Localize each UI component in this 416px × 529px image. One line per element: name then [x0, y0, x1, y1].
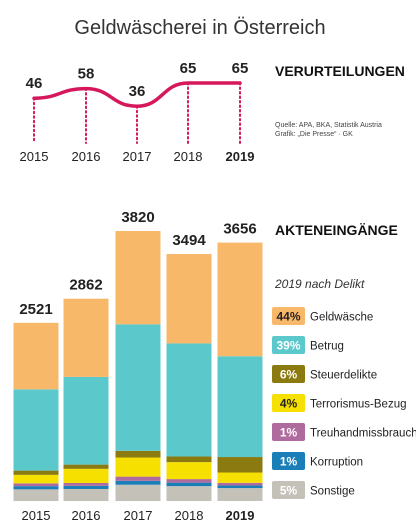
legend-swatch-betrug	[272, 336, 305, 354]
bar-segment-2018-treuhandmissbrauch	[166, 479, 212, 483]
bar-segment-2016-betrug	[63, 376, 109, 465]
legend-label-treuhandmissbrauch: Treuhandmissbrauch	[310, 428, 416, 440]
legend-percent-betrug: 39%	[276, 339, 300, 353]
line-series-convictions	[32, 81, 242, 108]
bar-segment-2017-treuhandmissbrauch	[115, 476, 161, 481]
legend-percent-geldw-sche: 44%	[276, 310, 300, 324]
bar-segment-2016-geldw-sche	[63, 298, 109, 377]
bar-segment-2018-terrorismus-bezug	[166, 462, 212, 480]
legend-swatch-geldw-sche	[272, 307, 305, 325]
line-value-label-2016: 58	[78, 66, 95, 83]
line-chart-heading: VERURTEILUNGEN	[275, 63, 405, 79]
bar-segment-2017-korruption	[115, 480, 161, 485]
legend-percent-korruption: 1%	[280, 455, 298, 469]
legend-percent-terrorismus-bezug: 4%	[280, 397, 298, 411]
bar-total-label-2019: 3656	[223, 221, 256, 238]
bar-segment-2015-korruption	[13, 486, 59, 490]
bar-x-tick-2018: 2018	[175, 508, 204, 523]
source-line-1: Quelle: APA, BKA, Statistik Austria	[275, 122, 382, 129]
legend-swatch-terrorismus-bezug	[272, 394, 305, 412]
bar-segment-2018-steuerdelikte	[166, 456, 212, 463]
bar-segment-2018-geldw-sche	[166, 254, 212, 344]
bar-segment-2016-treuhandmissbrauch	[63, 482, 109, 486]
bar-chart-heading: AKTENEINGÄNGE	[275, 222, 398, 238]
legend-label-korruption: Korruption	[310, 457, 363, 469]
bar-segment-2018-sonstige	[166, 486, 212, 501]
bar-segment-2015-terrorismus-bezug	[13, 474, 59, 484]
bar-x-tick-2016: 2016	[72, 508, 101, 523]
line-chart-convictions: 46 2015 58 2016 36 2017 65 2018 65 2019	[20, 60, 255, 164]
bar-segment-2015-treuhandmissbrauch	[13, 483, 59, 487]
line-x-tick-2016: 2016	[72, 149, 101, 164]
bar-segment-2019-geldw-sche	[217, 242, 263, 357]
line-x-tick-2018: 2018	[174, 149, 203, 164]
bar-segment-2016-steuerdelikte	[63, 464, 109, 469]
bar-x-tick-2019: 2019	[226, 508, 255, 523]
bar-x-tick-2015: 2015	[22, 508, 51, 523]
bar-segment-2019-terrorismus-bezug	[217, 472, 263, 483]
bar-segment-2019-treuhandmissbrauch	[217, 482, 263, 486]
bar-segment-2017-sonstige	[115, 484, 161, 501]
bar-segment-2017-terrorismus-bezug	[115, 457, 161, 477]
legend-swatch-sonstige	[272, 481, 305, 499]
line-value-label-2015: 46	[26, 75, 43, 92]
bar-segment-2019-betrug	[217, 356, 263, 458]
bar-segment-2019-sonstige	[217, 488, 263, 501]
legend-label-steuerdelikte: Steuerdelikte	[310, 370, 377, 382]
legend-title: 2019 nach Delikt	[274, 277, 365, 291]
bar-total-label-2018: 3494	[172, 232, 206, 249]
bar-segment-2019-korruption	[217, 485, 263, 489]
legend-percent-sonstige: 5%	[280, 484, 298, 498]
line-x-tick-2015: 2015	[20, 149, 49, 164]
legend-label-betrug: Betrug	[310, 341, 344, 353]
legend-percent-steuerdelikte: 6%	[280, 368, 298, 382]
legend-label-terrorismus-bezug: Terrorismus-Bezug	[310, 399, 407, 411]
line-x-tick-2019: 2019	[226, 149, 255, 164]
line-value-label-2018: 65	[180, 60, 197, 77]
bar-segment-2017-geldw-sche	[115, 231, 161, 325]
bar-segment-2015-geldw-sche	[13, 322, 59, 390]
bar-segment-2015-steuerdelikte	[13, 470, 59, 475]
legend-label-geldw-sche: Geldwäsche	[310, 312, 373, 324]
line-value-label-2017: 36	[129, 83, 146, 100]
legend-swatch-korruption	[272, 452, 305, 470]
bar-segment-2016-korruption	[63, 485, 109, 489]
bar-segment-2019-steuerdelikte	[217, 457, 263, 473]
bar-total-label-2015: 2521	[19, 301, 52, 318]
bar-segment-2017-steuerdelikte	[115, 450, 161, 458]
bar-segment-2017-betrug	[115, 324, 161, 451]
bar-segment-2018-betrug	[166, 343, 212, 457]
bar-segment-2016-sonstige	[63, 488, 109, 501]
bar-segment-2016-terrorismus-bezug	[63, 468, 109, 483]
bar-segment-2018-korruption	[166, 482, 212, 487]
bar-segment-2015-sonstige	[13, 489, 59, 501]
legend-swatch-steuerdelikte	[272, 365, 305, 383]
legend-label-sonstige: Sonstige	[310, 486, 355, 498]
legend-percent-treuhandmissbrauch: 1%	[280, 426, 298, 440]
bar-total-label-2016: 2862	[69, 277, 102, 294]
bar-legend: 44% Geldwäsche 39% Betrug 6% Steuerdelikte 4% T…	[272, 307, 416, 499]
line-value-label-2019: 65	[232, 60, 249, 77]
bar-total-label-2017: 3820	[121, 209, 154, 226]
bar-segment-2015-betrug	[13, 389, 59, 471]
legend-swatch-treuhandmissbrauch	[272, 423, 305, 441]
line-x-tick-2017: 2017	[123, 149, 152, 164]
bar-chart-case-files: 2521 2015 2862 2016 3820 2017 3494 2018 3656 2019	[13, 209, 263, 523]
chart-title: Geldwäscherei in Österreich	[74, 17, 325, 39]
bar-x-tick-2017: 2017	[124, 508, 153, 523]
source-line-2: Grafik: „Die Presse“ · GK	[275, 131, 353, 138]
